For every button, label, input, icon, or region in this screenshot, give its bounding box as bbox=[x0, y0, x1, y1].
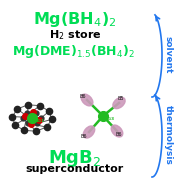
Ellipse shape bbox=[81, 94, 93, 106]
Ellipse shape bbox=[113, 97, 125, 109]
Text: MgB$_2$: MgB$_2$ bbox=[48, 148, 102, 169]
Text: B6: B6 bbox=[81, 133, 87, 139]
Text: B5: B5 bbox=[118, 95, 124, 101]
Text: superconductor: superconductor bbox=[26, 164, 124, 174]
Text: Mg(DME)$_{1.5}$(BH$_4$)$_2$: Mg(DME)$_{1.5}$(BH$_4$)$_2$ bbox=[12, 43, 134, 60]
Text: MG3: MG3 bbox=[104, 117, 115, 121]
Text: MG1: MG1 bbox=[34, 119, 45, 123]
Text: B6: B6 bbox=[116, 132, 122, 136]
Text: H$_2$ store: H$_2$ store bbox=[49, 28, 101, 42]
Text: thermolysis: thermolysis bbox=[163, 105, 173, 165]
Text: solvent: solvent bbox=[163, 36, 173, 74]
Text: Mg(BH$_4$)$_2$: Mg(BH$_4$)$_2$ bbox=[33, 10, 117, 29]
Ellipse shape bbox=[111, 125, 123, 137]
Text: B6: B6 bbox=[80, 94, 86, 99]
Ellipse shape bbox=[83, 126, 95, 138]
